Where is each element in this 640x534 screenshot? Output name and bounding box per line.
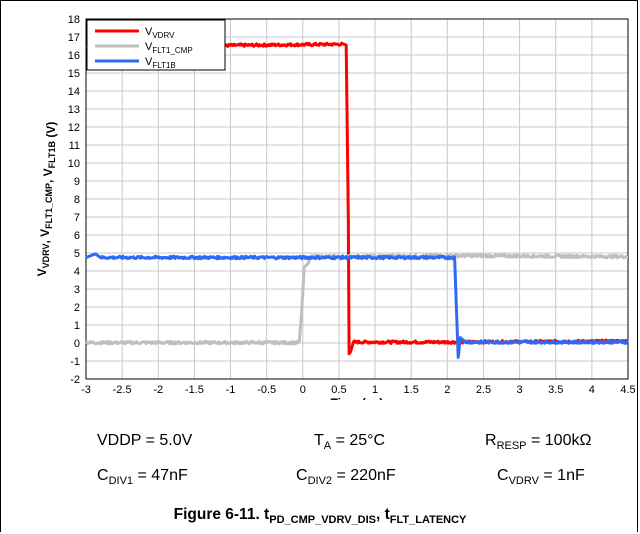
x-tick-label: 2.5 (476, 384, 491, 396)
legend-label-1: VVDRV (145, 26, 175, 40)
y-axis-label: VVDRV, VFLT1_CMP, VFLT1B (V) (35, 122, 58, 277)
y-tick-label: 18 (68, 14, 80, 26)
condition-cvdrv-value: = 1nF (538, 467, 585, 484)
x-tick-label: -1.5 (185, 384, 204, 396)
condition-cdiv1-symbol: C (97, 467, 109, 484)
condition-cdiv1-value: = 47nF (133, 467, 188, 484)
condition-ta-subscript: A (323, 440, 332, 453)
condition-cdiv2-value: = 220nF (332, 467, 396, 484)
condition-cdiv1: CDIV1 = 47nF (97, 467, 188, 487)
y-tick-label: 17 (68, 32, 80, 44)
x-tick-label: 0.5 (331, 384, 346, 396)
caption-subscript-1: PD_CMP_VDRV_DIS (269, 514, 377, 527)
y-tick-label: 12 (68, 122, 80, 134)
condition-vddp: VDDP = 5.0V (97, 432, 192, 450)
condition-cdiv2-subscript: DIV2 (307, 475, 333, 488)
condition-cdiv1-subscript: DIV1 (108, 475, 134, 488)
plot-border (85, 18, 629, 380)
condition-cvdrv: CVDRV = 1nF (497, 467, 585, 487)
x-tick-label: 4.5 (620, 384, 635, 396)
series-line-3 (85, 252, 629, 359)
y-tick-label: -1 (70, 356, 80, 368)
y-tick-label: -2 (70, 374, 80, 386)
y-tick-label: 4 (74, 266, 80, 278)
x-tick-label: 1 (372, 384, 378, 396)
y-tick-label: 10 (68, 158, 80, 170)
condition-ta-value: = 25°C (331, 432, 386, 449)
condition-rresp-value: = 100kΩ (526, 432, 592, 449)
condition-cvdrv-symbol: C (497, 467, 509, 484)
y-tick-label: 6 (74, 230, 80, 242)
condition-ta: TA = 25°C (314, 432, 385, 452)
y-tick-label: 1 (74, 320, 80, 332)
condition-rresp: RRESP = 100kΩ (485, 432, 591, 452)
condition-ta-symbol: T (314, 432, 324, 449)
y-tick-label: 16 (68, 50, 80, 62)
y-tick-label: 7 (74, 212, 80, 224)
y-tick-label: 2 (74, 302, 80, 314)
y-tick-label: 14 (68, 86, 80, 98)
figure-caption: Figure 6-11. tPD_CMP_VDRV_DIS, tFLT_LATE… (0, 506, 640, 526)
condition-rresp-subscript: RESP (496, 440, 527, 453)
y-tick-label: 9 (74, 176, 80, 188)
condition-rresp-symbol: R (485, 432, 497, 449)
caption-subscript-2: FLT_LATENCY (389, 514, 467, 527)
x-tick-label: 0 (300, 384, 306, 396)
x-tick-label: -1 (226, 384, 236, 396)
x-axis-label: Time (µs) (331, 396, 384, 400)
x-tick-label: -2 (153, 384, 163, 396)
y-tick-label: 13 (68, 104, 80, 116)
x-tick-label: 3.5 (548, 384, 563, 396)
condition-vddp-text: VDDP = 5.0V (97, 432, 193, 449)
y-tick-label: 5 (74, 248, 80, 260)
legend-label-2: VFLT1_CMP (145, 41, 193, 55)
y-tick-label: 0 (74, 338, 80, 350)
chart: -3 -2.5 -2 -1.5 -1 -0.5 0 0.5 1 1.5 2 2.5 3 3.5 4 4.5 -2… (35, 14, 636, 400)
condition-cdiv2-symbol: C (296, 467, 308, 484)
y-tick-label: 15 (68, 68, 80, 80)
x-tick-label: -3 (81, 384, 91, 396)
x-tick-label: -0.5 (257, 384, 276, 396)
x-tick-label: -2.5 (113, 384, 132, 396)
legend-label-3: VFLT1B (145, 56, 176, 70)
y-tick-label: 11 (69, 140, 80, 152)
x-tick-label: 3 (517, 384, 523, 396)
y-tick-label: 3 (74, 284, 80, 296)
caption-prefix: Figure 6-11. t (173, 506, 270, 523)
condition-cvdrv-subscript: VDRV (508, 475, 539, 488)
condition-cdiv2: CDIV2 = 220nF (296, 467, 396, 487)
x-tick-label: 4 (589, 384, 595, 396)
caption-separator: , t (376, 506, 390, 523)
x-tick-label: 2 (444, 384, 450, 396)
y-tick-label: 8 (74, 194, 80, 206)
x-tick-label: 1.5 (404, 384, 419, 396)
